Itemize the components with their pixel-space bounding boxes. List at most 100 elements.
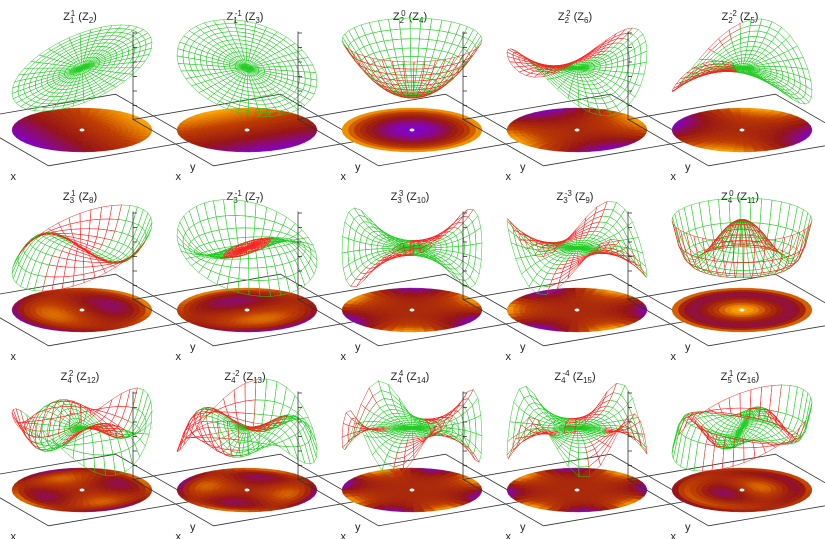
y-axis-label: y	[355, 162, 361, 174]
disk-cell	[411, 304, 415, 307]
disk-cell	[413, 329, 426, 333]
x-axis-label: x	[11, 171, 17, 183]
disk-cell	[370, 308, 378, 311]
disk-cell	[518, 127, 526, 131]
disk-cell	[68, 107, 81, 111]
disk-cell	[365, 307, 372, 311]
disk-cell	[46, 308, 54, 311]
disk-cell	[574, 287, 587, 291]
disk-cell	[137, 119, 149, 124]
disk-cell	[83, 329, 96, 333]
disk-cell	[72, 149, 85, 153]
title-part: )	[260, 191, 264, 203]
panel-title: Z2-2 (Z5)	[722, 9, 759, 25]
disk-cell	[23, 307, 31, 311]
disk-cell	[406, 320, 414, 324]
disk-cell	[573, 315, 578, 318]
disk-cell	[243, 135, 248, 138]
disk-cell	[80, 291, 90, 294]
disk-cell	[246, 122, 251, 125]
disk-cell	[740, 296, 748, 300]
disk-cell	[409, 313, 413, 316]
disk-cell	[776, 309, 784, 312]
disk-cell	[741, 302, 746, 305]
disk-cell	[788, 129, 795, 133]
disk-cell	[689, 127, 696, 131]
disk-center	[244, 308, 250, 312]
disk-cell	[205, 308, 213, 311]
title-part: (Z	[734, 191, 748, 203]
disk-cell	[244, 313, 248, 316]
title-part: )	[93, 11, 97, 23]
surface-back	[176, 19, 318, 117]
title-part: )	[755, 191, 759, 203]
surface-front	[18, 204, 146, 292]
disk-cell	[570, 324, 579, 327]
disk-cell	[611, 129, 619, 132]
disk-cell	[408, 315, 413, 318]
disk-cell	[512, 307, 520, 311]
disk-cell	[524, 127, 531, 131]
disk-cell	[799, 129, 807, 133]
disk-cell	[518, 307, 526, 311]
disk-cell	[683, 307, 691, 311]
title-part: )	[260, 11, 264, 23]
disk-cell	[176, 306, 184, 311]
disk-cell	[611, 309, 619, 312]
disk-cell	[623, 309, 630, 313]
disk-cell	[782, 309, 789, 313]
disk-cell	[194, 127, 201, 131]
disk-cell	[574, 133, 578, 136]
disk-cell	[61, 329, 75, 333]
disk-cell	[75, 144, 84, 147]
disk-cell	[706, 128, 714, 131]
disk-cell	[440, 129, 448, 132]
disk-center	[244, 128, 250, 132]
disk-cell	[341, 126, 349, 131]
disk-cell	[244, 133, 248, 136]
disk-cell	[370, 128, 378, 131]
disk-cell	[200, 307, 207, 311]
disk-cell	[40, 128, 48, 131]
disk-cell	[35, 307, 42, 311]
disk-cell	[741, 124, 745, 127]
disk-cell	[463, 309, 471, 313]
disk-cell	[469, 129, 477, 133]
disk-cell	[128, 129, 135, 133]
disk-cell	[738, 135, 743, 138]
disk-cell	[341, 306, 349, 311]
disk-cell	[700, 128, 708, 131]
disk-cell	[205, 128, 213, 131]
disk-cell	[298, 129, 306, 133]
disk-cell	[440, 309, 448, 312]
disk-cell	[254, 287, 268, 291]
disk-cell	[605, 309, 613, 312]
title-part: )	[423, 11, 427, 23]
disk-cell	[683, 127, 691, 131]
disk-cell	[409, 133, 413, 136]
disk-cell	[391, 149, 405, 153]
disk-cell	[241, 320, 249, 324]
disk-cell	[81, 302, 86, 305]
panel: Z22 (Z6)xy	[461, 9, 693, 183]
disk-cell	[569, 326, 579, 329]
disk-cell	[706, 308, 714, 311]
surface-back	[341, 207, 483, 289]
disk-cell	[116, 129, 124, 132]
disk-cell	[293, 129, 300, 133]
disk-cell	[512, 127, 520, 131]
disk-cell	[391, 329, 405, 333]
disk-cell	[576, 124, 580, 127]
title-part: )	[93, 191, 97, 203]
title-part: )	[426, 191, 430, 203]
x-axis-label: x	[176, 171, 182, 183]
disk-cell	[11, 306, 19, 311]
disk-cell	[506, 306, 514, 311]
disk-cell	[567, 149, 580, 153]
disk-cell	[776, 129, 784, 132]
disk-cell	[770, 129, 778, 132]
disk-cell	[376, 308, 384, 311]
disk-cell	[530, 307, 537, 311]
disk-cell	[446, 309, 454, 312]
disk-cell	[133, 309, 141, 313]
